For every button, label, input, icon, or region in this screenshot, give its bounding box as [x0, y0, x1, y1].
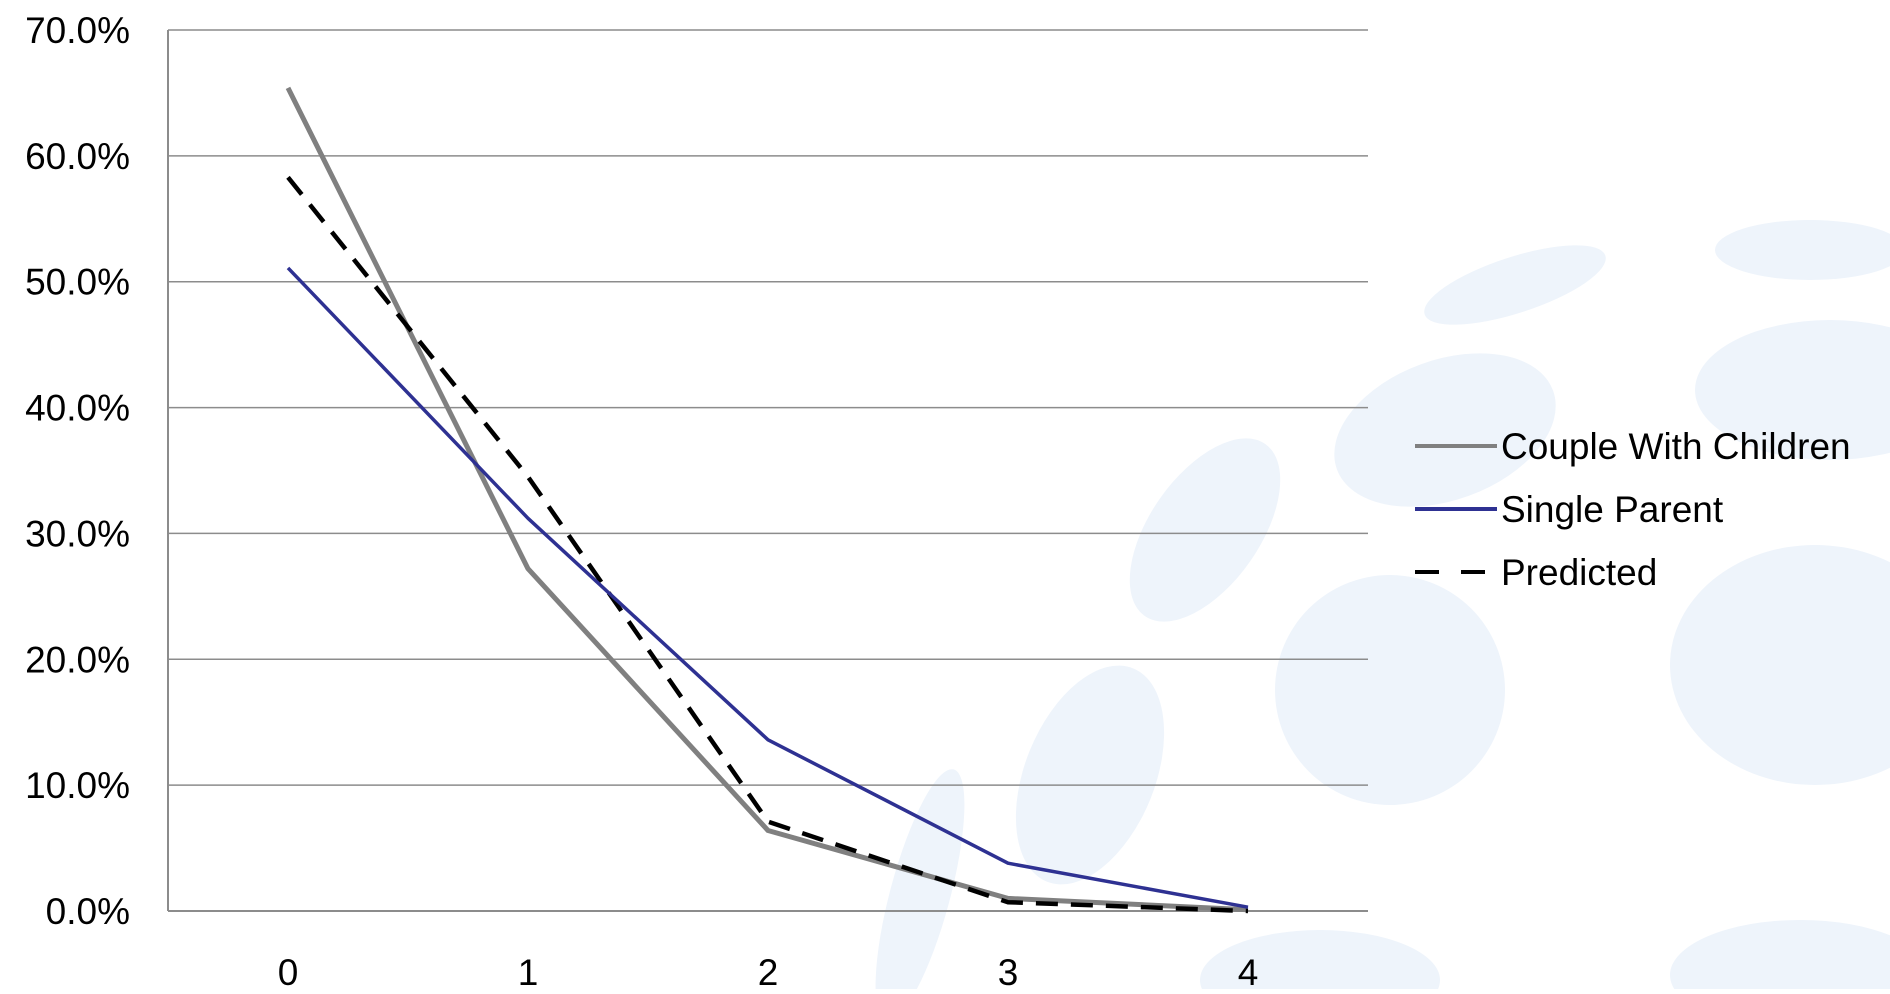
y-tick-label: 50.0%: [25, 262, 130, 303]
y-axis: 0.0% 10.0% 20.0% 30.0% 40.0% 50.0% 60.0% 70.0%: [25, 10, 169, 932]
x-tick-label: 2: [758, 952, 779, 989]
y-tick-label: 10.0%: [25, 765, 130, 806]
x-axis: 0 1 2 3 4: [278, 952, 1259, 993]
y-tick-label: 20.0%: [25, 639, 130, 680]
y-tick-label: 60.0%: [25, 136, 130, 177]
y-tick-label: 30.0%: [25, 513, 130, 554]
series-line-couple-with-children: [285, 86, 1249, 913]
legend-label: Couple With Children: [1501, 426, 1851, 467]
y-tick-label: 0.0%: [46, 891, 130, 932]
background-pattern: [875, 220, 1890, 994]
legend-label: Single Parent: [1501, 489, 1724, 530]
x-tick-label: 0: [278, 952, 299, 989]
gridlines: [168, 29, 1368, 912]
series-line-single-parent: [286, 266, 1249, 909]
x-tick-label: 1: [518, 952, 539, 989]
y-tick-label: 40.0%: [25, 388, 130, 429]
legend-label: Predicted: [1501, 552, 1657, 593]
x-tick-label: 3: [998, 952, 1019, 989]
x-tick-label: 4: [1238, 952, 1259, 989]
y-tick-label: 70.0%: [25, 10, 130, 51]
series-lines: [285, 86, 1249, 914]
series-line-predicted: [286, 175, 1249, 914]
legend: Couple With Children Single Parent Predict…: [1415, 426, 1851, 593]
